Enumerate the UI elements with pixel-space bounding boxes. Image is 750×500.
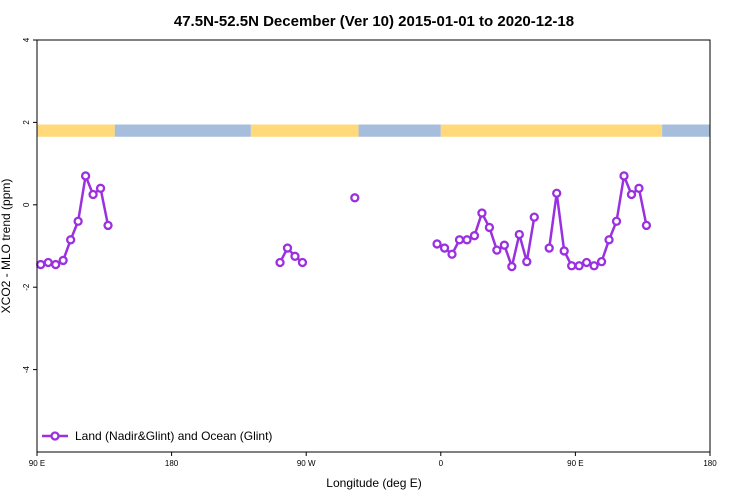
data-point <box>626 189 637 200</box>
y-tick-label: -4 <box>22 365 31 373</box>
data-point <box>462 235 472 245</box>
x-axis-ticks: 90 E 180 90 W 0 90 E 180 <box>29 452 717 468</box>
legend-label: Land (Nadir&Glint) and Ocean (Glint) <box>75 429 272 443</box>
data-point <box>507 261 517 272</box>
data-point <box>66 235 76 245</box>
data-point <box>522 257 532 267</box>
y-tick-label: 2 <box>22 120 31 125</box>
legend-marker <box>50 431 60 441</box>
x-tick-label: 90 E <box>567 459 583 468</box>
ocean-band-segment <box>662 124 710 137</box>
series-line <box>278 246 304 264</box>
data-point <box>439 243 450 253</box>
data-point <box>275 257 285 268</box>
data-point <box>484 222 495 233</box>
legend: Land (Nadir&Glint) and Ocean (Glint) <box>42 429 272 443</box>
chart-title: 47.5N-52.5N December (Ver 10) 2015-01-01… <box>174 13 574 30</box>
y-axis-label: XCO2 - MLO trend (ppm) <box>0 179 13 314</box>
data-point <box>290 251 300 261</box>
data-point <box>73 216 83 226</box>
data-point <box>611 216 622 226</box>
ocean-band-segment <box>358 124 441 137</box>
data-point <box>619 171 629 181</box>
data-point <box>559 246 569 256</box>
data-point <box>51 259 61 270</box>
data-point <box>80 171 91 181</box>
y-tick-label: 0 <box>22 202 31 207</box>
data-point <box>454 235 465 245</box>
data-point <box>544 243 554 253</box>
data-point <box>297 257 308 268</box>
data-point <box>596 257 607 267</box>
data-point <box>589 261 599 271</box>
data-point <box>103 220 113 231</box>
x-tick-label: 0 <box>439 459 444 468</box>
data-point <box>36 259 46 270</box>
land-band-segment <box>250 124 359 137</box>
data-point <box>634 183 644 193</box>
plot-frame <box>36 39 711 453</box>
data-point <box>350 193 360 203</box>
x-axis-label: Longitude (deg E) <box>326 476 421 490</box>
data-point <box>477 208 487 218</box>
x-tick-label: 90 W <box>297 459 316 468</box>
data-series <box>36 171 652 272</box>
x-tick-label: 180 <box>703 459 717 468</box>
x-tick-label: 90 E <box>29 459 45 468</box>
data-point <box>514 229 524 240</box>
land-band-segment <box>37 124 115 137</box>
ocean-band-segment <box>114 124 251 137</box>
data-point <box>469 231 480 241</box>
data-point <box>43 257 53 268</box>
data-point <box>95 183 106 193</box>
surface-type-band <box>37 124 710 137</box>
y-axis-ticks: 4 2 0 -2 -4 <box>22 37 37 373</box>
data-point <box>88 189 98 200</box>
data-point <box>58 255 68 266</box>
data-point <box>432 239 442 249</box>
data-point <box>552 188 562 198</box>
data-point <box>581 257 592 268</box>
data-point <box>529 212 539 222</box>
land-band-segment <box>440 124 663 137</box>
data-point <box>499 240 510 250</box>
data-point <box>492 245 502 255</box>
y-tick-label: 4 <box>22 37 31 42</box>
x-tick-label: 180 <box>165 459 179 468</box>
data-point <box>641 220 652 231</box>
data-point <box>574 261 584 271</box>
data-point <box>447 249 457 259</box>
data-point <box>604 235 614 245</box>
data-point <box>567 261 577 271</box>
y-tick-label: -2 <box>22 283 31 291</box>
data-point <box>282 243 293 253</box>
